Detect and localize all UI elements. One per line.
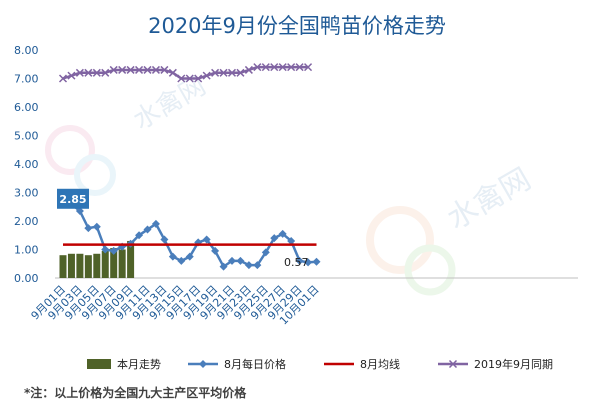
point-marker — [202, 71, 211, 80]
point-marker — [236, 68, 245, 77]
point-marker — [304, 258, 313, 267]
point-marker — [185, 252, 194, 261]
point-marker — [75, 207, 84, 216]
y-tick-label: 1.00 — [14, 244, 39, 257]
data-label-box — [57, 188, 89, 209]
y-tick-label: 7.00 — [14, 73, 39, 86]
point-marker — [118, 65, 127, 74]
point-marker — [261, 63, 270, 72]
bar — [110, 248, 118, 278]
point-marker — [168, 252, 177, 261]
point-marker — [244, 261, 253, 270]
point-marker — [304, 63, 313, 72]
point-marker — [109, 65, 118, 74]
point-marker — [261, 248, 270, 257]
point-marker — [143, 225, 152, 234]
point-marker — [151, 65, 160, 74]
bar — [67, 253, 75, 278]
legend-label: 本月走势 — [117, 357, 161, 371]
y-tick-label: 0.00 — [14, 272, 39, 285]
point-marker — [109, 246, 118, 255]
legend: 本月走势 8月每日价格 8月均线 2019年9月同期 — [87, 357, 553, 371]
legend-label: 2019年9月同期 — [474, 357, 553, 371]
y-tick-label: 8.00 — [14, 44, 39, 57]
legend-marker — [448, 359, 458, 369]
point-marker — [92, 68, 101, 77]
point-marker — [75, 68, 84, 77]
point-marker — [84, 68, 93, 77]
point-marker — [211, 246, 220, 255]
legend-label: 8月每日价格 — [224, 357, 286, 371]
point-marker — [202, 235, 211, 244]
point-marker — [227, 68, 237, 77]
point-marker — [228, 256, 236, 265]
legend-marker — [199, 360, 207, 368]
chart-title: 2020年9月份全国鸭苗价格走势 — [148, 14, 446, 38]
point-marker — [177, 256, 186, 265]
point-marker — [295, 63, 304, 72]
point-marker — [295, 256, 304, 265]
point-marker — [287, 63, 296, 72]
point-marker — [143, 65, 152, 74]
y-tick-label: 2.00 — [14, 215, 39, 228]
point-marker — [253, 63, 262, 72]
bar — [84, 255, 92, 278]
bar-series — [59, 240, 135, 278]
bar — [118, 249, 126, 278]
y-tick-label: 6.00 — [14, 101, 39, 114]
point-marker — [67, 71, 76, 80]
svg-text:水禽网: 水禽网 — [129, 71, 212, 136]
footnote: *注：以上价格为全国九大主产区平均价格 — [24, 386, 247, 400]
point-marker — [160, 235, 169, 244]
y-tick-label: 4.00 — [14, 158, 39, 171]
bar — [101, 250, 109, 278]
point-marker — [185, 74, 194, 83]
bar — [59, 255, 67, 278]
point-marker — [278, 229, 287, 238]
point-marker — [177, 74, 186, 83]
point-marker — [219, 262, 228, 271]
point-marker — [244, 65, 253, 74]
data-labels: 2.85 0.57 — [57, 188, 309, 269]
point-marker — [135, 231, 144, 240]
point-marker — [168, 68, 177, 77]
point-marker — [135, 65, 144, 74]
point-marker — [194, 74, 203, 83]
y-tick-label: 5.00 — [14, 130, 39, 143]
point-marker — [270, 234, 279, 243]
legend-swatch — [87, 359, 111, 369]
point-marker — [253, 261, 262, 270]
point-marker — [219, 68, 228, 77]
point-marker — [101, 245, 110, 254]
point-marker — [126, 65, 135, 74]
bar — [93, 253, 101, 278]
data-label: 2.85 — [59, 193, 86, 206]
point-marker — [92, 222, 101, 231]
point-marker — [270, 63, 279, 72]
point-marker — [211, 68, 220, 77]
point-marker — [101, 68, 110, 77]
bar — [76, 253, 84, 278]
point-marker — [236, 256, 245, 265]
bar — [127, 240, 135, 278]
point-marker — [278, 63, 287, 72]
point-marker — [84, 224, 93, 233]
point-marker — [287, 236, 296, 245]
data-label: 0.57 — [284, 256, 309, 269]
point-marker — [58, 74, 68, 83]
svg-text:水禽网: 水禽网 — [442, 162, 537, 237]
point-marker — [160, 65, 169, 74]
point-marker — [151, 219, 160, 228]
y-tick-label: 3.00 — [14, 187, 39, 200]
series-line — [62, 65, 309, 80]
legend-label: 8月均线 — [360, 357, 400, 371]
point-marker — [312, 257, 321, 266]
